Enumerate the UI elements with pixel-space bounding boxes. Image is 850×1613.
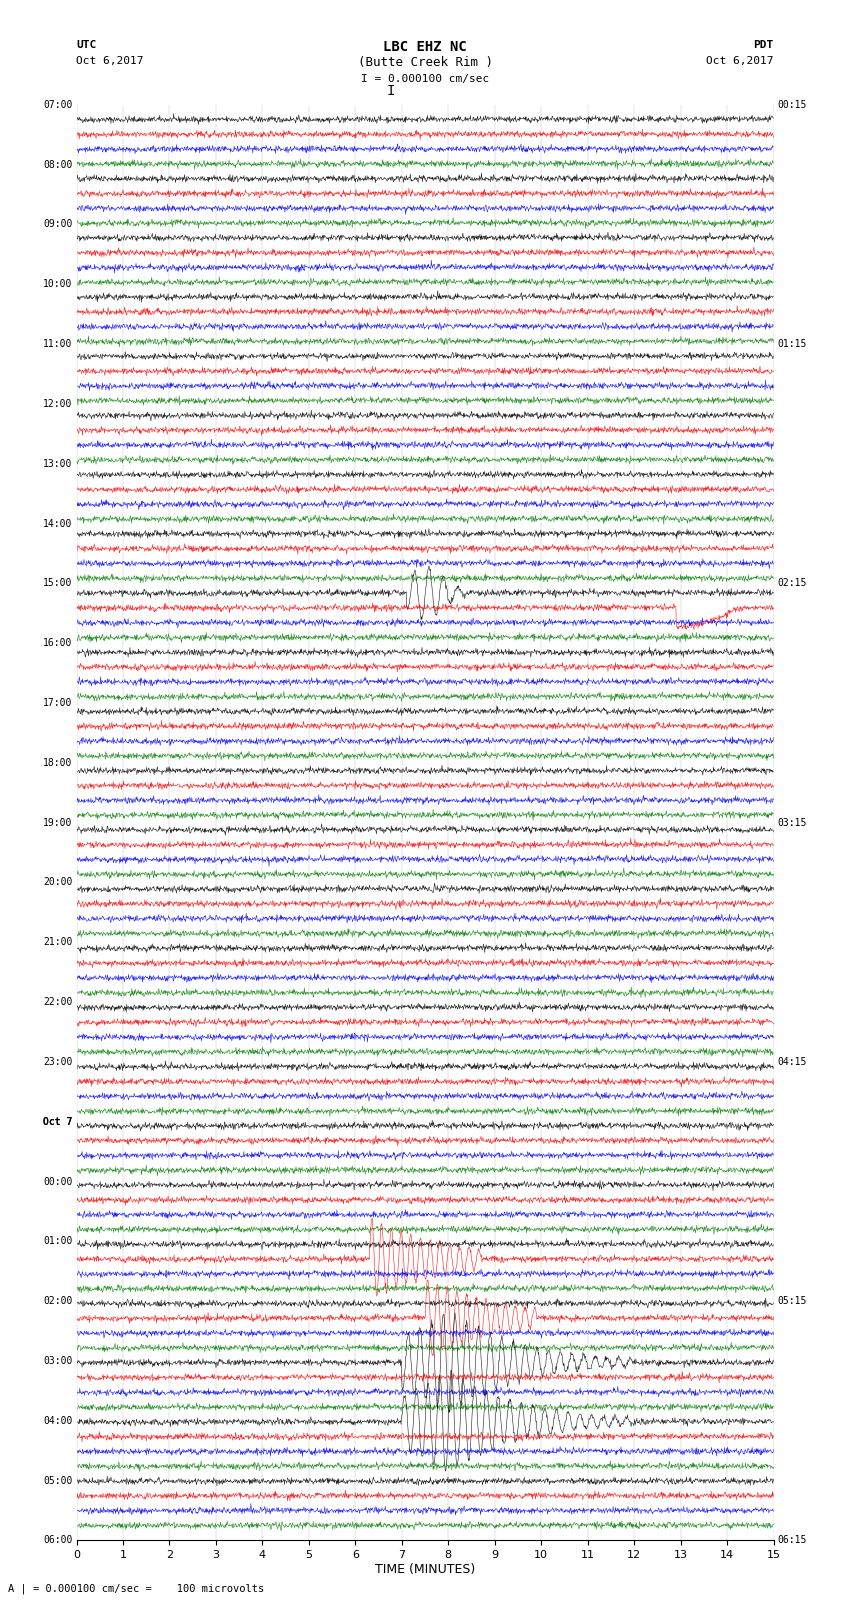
- Text: 04:00: 04:00: [42, 1416, 72, 1426]
- Text: A | = 0.000100 cm/sec =    100 microvolts: A | = 0.000100 cm/sec = 100 microvolts: [8, 1582, 264, 1594]
- Text: PDT: PDT: [753, 40, 774, 50]
- Text: Oct 6,2017: Oct 6,2017: [706, 56, 774, 66]
- Text: 02:15: 02:15: [778, 579, 807, 589]
- Text: 03:00: 03:00: [42, 1357, 72, 1366]
- Text: Oct 7: Oct 7: [42, 1116, 72, 1127]
- Text: 23:00: 23:00: [42, 1057, 72, 1066]
- Text: 04:15: 04:15: [778, 1057, 807, 1066]
- Text: 13:00: 13:00: [42, 458, 72, 469]
- Text: 11:00: 11:00: [42, 339, 72, 348]
- Text: 05:00: 05:00: [42, 1476, 72, 1486]
- Text: 01:15: 01:15: [778, 339, 807, 348]
- Text: 21:00: 21:00: [42, 937, 72, 947]
- Text: 17:00: 17:00: [42, 698, 72, 708]
- Text: 22:00: 22:00: [42, 997, 72, 1007]
- Text: (Butte Creek Rim ): (Butte Creek Rim ): [358, 56, 492, 69]
- Text: 05:15: 05:15: [778, 1297, 807, 1307]
- Text: LBC EHZ NC: LBC EHZ NC: [383, 40, 467, 55]
- Text: 09:00: 09:00: [42, 219, 72, 229]
- Text: 07:00: 07:00: [42, 100, 72, 110]
- Text: 02:00: 02:00: [42, 1297, 72, 1307]
- Text: 18:00: 18:00: [42, 758, 72, 768]
- Text: 20:00: 20:00: [42, 877, 72, 887]
- Text: 15:00: 15:00: [42, 579, 72, 589]
- Text: 06:15: 06:15: [778, 1536, 807, 1545]
- Text: 12:00: 12:00: [42, 398, 72, 410]
- Text: 14:00: 14:00: [42, 518, 72, 529]
- Text: UTC: UTC: [76, 40, 97, 50]
- Text: Oct 6,2017: Oct 6,2017: [76, 56, 144, 66]
- Text: 06:00: 06:00: [42, 1536, 72, 1545]
- Text: 01:00: 01:00: [42, 1236, 72, 1247]
- Text: 00:00: 00:00: [42, 1176, 72, 1187]
- Text: 19:00: 19:00: [42, 818, 72, 827]
- Text: 16:00: 16:00: [42, 639, 72, 648]
- Text: I = 0.000100 cm/sec: I = 0.000100 cm/sec: [361, 74, 489, 84]
- Text: 03:15: 03:15: [778, 818, 807, 827]
- X-axis label: TIME (MINUTES): TIME (MINUTES): [375, 1563, 475, 1576]
- Text: I: I: [387, 84, 395, 98]
- Text: 00:15: 00:15: [778, 100, 807, 110]
- Text: Oct 7: Oct 7: [42, 1116, 72, 1127]
- Text: 08:00: 08:00: [42, 160, 72, 169]
- Text: 10:00: 10:00: [42, 279, 72, 289]
